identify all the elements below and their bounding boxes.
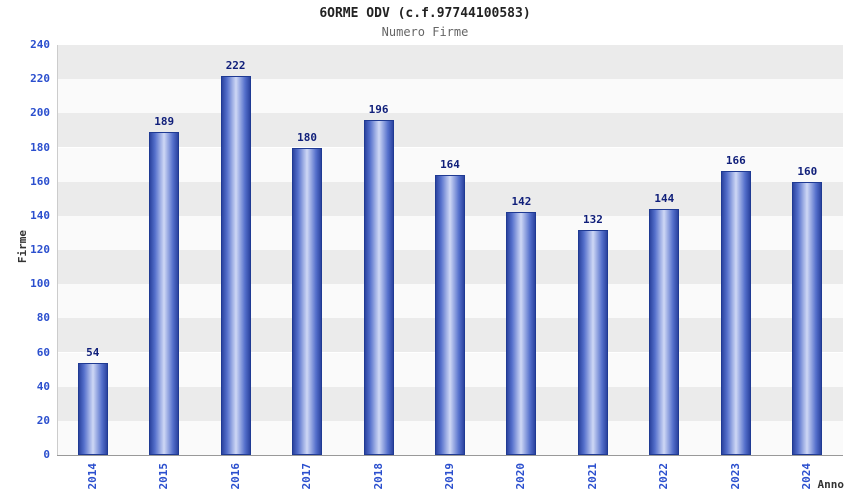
bar [435,174,465,455]
bar [220,75,251,455]
x-tick-label: 2016 [228,463,242,490]
x-tick-label: 2022 [657,463,671,490]
bar [292,147,323,455]
y-tick-label: 200 [30,106,50,120]
chart-title: 6ORME ODV (c.f.97744100583) [319,6,531,21]
x-tick-label: 2015 [157,463,171,490]
bar [506,212,537,455]
bar-value-label: 180 [297,130,318,144]
bar-value-label: 54 [86,345,100,359]
grid-band [57,45,843,80]
y-tick-label: 120 [30,243,50,256]
y-tick-label: 220 [30,72,50,86]
x-tick-label: 2019 [443,463,456,490]
bar [363,120,394,455]
bar-value-label: 222 [225,58,246,72]
y-tick-label: 180 [30,140,50,154]
x-tick-label: 2014 [85,463,99,490]
bar-value-label: 142 [511,195,532,209]
bar [577,229,608,455]
y-tick-label: 160 [30,174,50,188]
grid-band [57,113,843,148]
bar-value-label: 164 [440,157,460,171]
bar-value-label: 189 [154,115,175,129]
y-tick-label: 20 [36,413,50,427]
bar [720,171,751,455]
x-tick-label: 2024 [800,463,814,490]
y-axis-line [57,45,58,455]
y-tick-label: 60 [36,345,50,359]
x-axis-title: Anno [817,478,845,491]
x-tick-label: 2021 [585,463,599,490]
bar-value-label: 166 [725,154,746,168]
bar-value-label: 196 [368,103,389,117]
y-tick-label: 140 [30,208,50,222]
y-tick-label: 0 [43,448,50,461]
y-tick-label: 80 [36,311,50,325]
bar [792,181,823,455]
chart-subtitle: Numero Firme [381,25,469,39]
bar-value-label: 132 [582,212,603,226]
bar-value-label: 144 [654,192,675,205]
x-tick-label: 2020 [514,463,528,490]
grid-band [57,79,843,114]
bar [649,209,680,455]
y-tick-label: 100 [30,277,50,291]
x-tick-label: 2018 [371,463,385,490]
y-tick-label: 240 [30,38,50,51]
x-tick-label: 2023 [728,463,742,490]
x-tick-label: 2017 [300,463,314,490]
x-axis-line [57,455,843,456]
bar [77,362,108,455]
bar-value-label: 160 [797,164,818,178]
bar [149,132,180,455]
y-tick-label: 40 [36,379,50,393]
